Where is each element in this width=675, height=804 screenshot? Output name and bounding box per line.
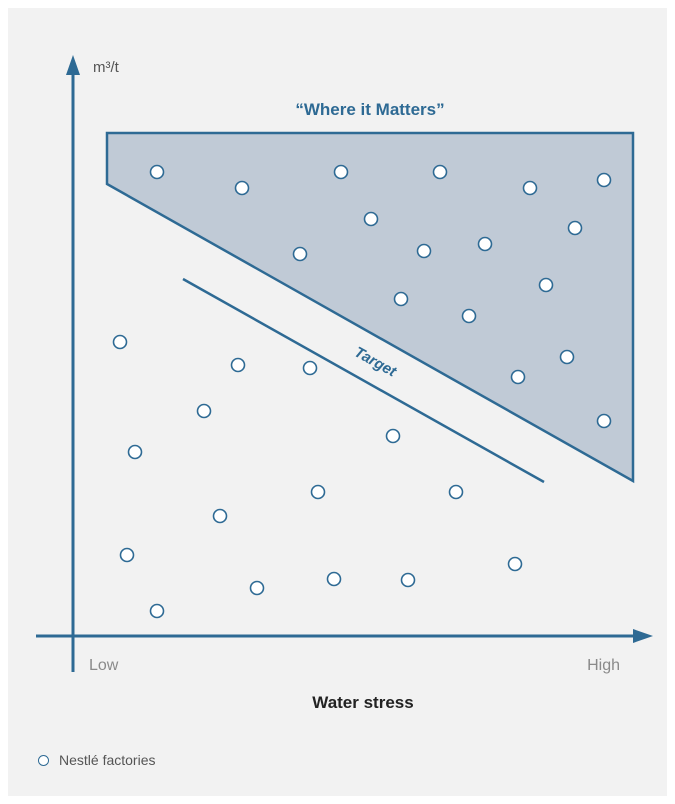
factory-marker: [333, 164, 349, 180]
factory-marker: [234, 180, 250, 196]
factory-marker: [249, 580, 265, 596]
factory-marker: [310, 484, 326, 500]
factory-marker: [507, 556, 523, 572]
x-axis-arrowhead: [633, 629, 653, 643]
factory-marker: [559, 349, 575, 365]
y-axis-label: m³/t: [93, 59, 120, 76]
factory-marker: [292, 246, 308, 262]
legend: Nestlé factories: [38, 752, 155, 768]
target-line: [182, 277, 545, 484]
factory-marker: [510, 369, 526, 385]
factory-marker: [596, 413, 612, 429]
factory-marker: [302, 360, 318, 376]
region-label: “Where it Matters”: [295, 100, 444, 119]
factory-marker: [112, 334, 128, 350]
factory-marker: [127, 444, 143, 460]
legend-factories-label: Nestlé factories: [59, 752, 156, 768]
factory-marker: [363, 211, 379, 227]
factory-marker: [230, 357, 246, 373]
factory-marker: [596, 172, 612, 188]
factory-marker: [149, 603, 165, 619]
factory-marker: [385, 428, 401, 444]
factory-marker: [212, 508, 228, 524]
factory-marker: [393, 291, 409, 307]
factory-marker: [567, 220, 583, 236]
factory-marker: [149, 164, 165, 180]
factory-marker-icon: [38, 754, 49, 766]
factory-marker: [119, 547, 135, 563]
factory-markers: [112, 164, 612, 619]
factory-marker: [477, 236, 493, 252]
factory-marker: [326, 571, 342, 587]
factory-marker: [461, 308, 477, 324]
factory-marker: [416, 243, 432, 259]
y-axis-arrowhead: [66, 55, 80, 75]
factory-marker: [196, 403, 212, 419]
factory-marker: [432, 164, 448, 180]
factory-marker: [448, 484, 464, 500]
x-axis-high-label: High: [587, 657, 620, 674]
factory-marker: [538, 277, 554, 293]
target-label: Target: [351, 344, 400, 381]
x-axis-low-label: Low: [89, 657, 119, 674]
factory-marker: [400, 572, 416, 588]
factory-marker: [522, 180, 538, 196]
where-it-matters-region: [105, 131, 635, 484]
x-axis-title: Water stress: [312, 693, 413, 712]
